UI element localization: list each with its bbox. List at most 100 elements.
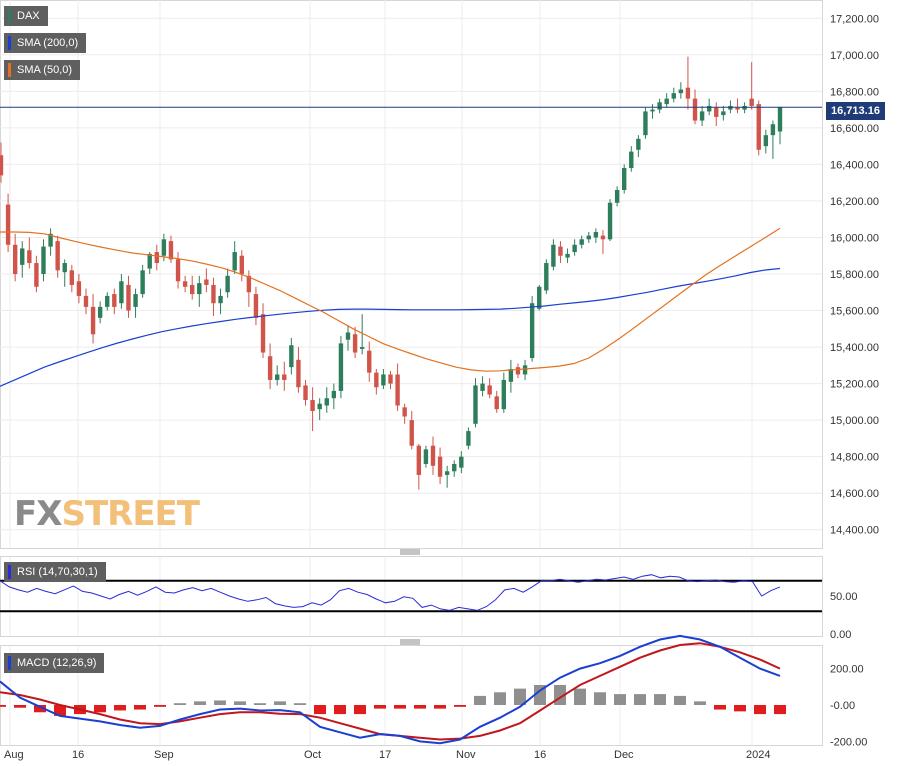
sma50-line <box>0 227 781 372</box>
macd-hist-bar <box>254 703 266 705</box>
rsi-line <box>0 574 781 611</box>
candle-body <box>600 235 606 240</box>
candle-body <box>225 275 230 293</box>
legend-rsi[interactable]: RSI (14,70,30,1) <box>4 562 106 582</box>
legend-instrument-label: DAX <box>17 10 40 22</box>
macd-hist-bar <box>234 701 246 705</box>
instrument-swatch-icon <box>8 9 11 23</box>
y-tick-label: 16,800.00 <box>830 86 879 98</box>
candle-body <box>629 151 634 169</box>
legend-macd[interactable]: MACD (12,26,9) <box>4 653 105 673</box>
candle-body <box>622 168 627 190</box>
y-tick-label: 15,600.00 <box>830 306 879 318</box>
macd-hist-bar <box>294 703 306 705</box>
y-tick-label: 14,400.00 <box>830 525 879 537</box>
candle-body <box>34 263 39 287</box>
y-tick-label: 14,800.00 <box>830 452 879 464</box>
macd-hist-bar <box>534 685 546 705</box>
candle-body <box>664 98 669 105</box>
macd-hist-bar <box>454 705 466 707</box>
macd-hist-bar <box>274 701 286 705</box>
candle-body <box>232 252 237 271</box>
y-tick-label: 17,200.00 <box>830 13 879 25</box>
y-tick-label: 16,400.00 <box>830 159 879 171</box>
candle-body <box>105 295 110 307</box>
price-pane: 14,400.00 14,600.00 14,800.00 15,000.00 15,2… <box>0 0 879 745</box>
candle-body <box>190 284 195 295</box>
candle-body <box>296 359 301 388</box>
candle-body <box>777 107 783 132</box>
candle-body <box>274 374 280 380</box>
candle-body <box>572 244 577 253</box>
macd-hist-bar <box>94 705 106 713</box>
y-tick-label: 15,000.00 <box>830 415 879 427</box>
candle-body <box>423 449 429 464</box>
macd-hist-bar <box>174 703 186 705</box>
candle-body <box>211 284 216 304</box>
candle-body <box>324 398 329 406</box>
candle-body <box>161 239 167 256</box>
candle-body <box>593 231 599 238</box>
candle-body <box>154 252 159 264</box>
x-tick-label: Dec <box>614 749 634 761</box>
macd-hist-bar <box>54 705 66 716</box>
candle-body <box>112 294 117 307</box>
candle-body <box>147 253 152 269</box>
legend-sma200[interactable]: SMA (200,0) <box>4 33 87 53</box>
candle-body <box>374 372 379 388</box>
candle-body <box>607 202 613 240</box>
candle-body <box>352 334 358 353</box>
macd-line <box>0 634 781 745</box>
candle-body <box>735 107 740 110</box>
candle-body <box>721 111 726 116</box>
candle-body <box>579 239 584 245</box>
macd-hist-bar <box>194 701 206 705</box>
y-tick-label: 15,800.00 <box>830 269 879 281</box>
candle-body <box>388 374 393 384</box>
candle-body <box>586 235 591 240</box>
macd-hist-bar <box>134 705 146 710</box>
candle-body <box>69 270 75 285</box>
candle-body <box>133 294 138 307</box>
candle-body <box>282 374 287 380</box>
macd-hist-bar <box>314 705 326 715</box>
x-tick-label: 17 <box>379 749 391 761</box>
candle-body <box>12 244 18 274</box>
candle-body <box>76 281 82 296</box>
legend-instrument[interactable]: DAX <box>4 6 48 26</box>
candle-body <box>678 89 684 94</box>
sma50-swatch-icon <box>8 63 11 77</box>
candle-body <box>310 400 315 411</box>
macd-hist-bar <box>374 705 386 709</box>
x-tick-label: Oct <box>304 749 321 761</box>
x-tick-label: Nov <box>456 749 476 761</box>
sma200-line <box>0 267 781 387</box>
candle-body <box>437 456 443 477</box>
macd-hist-bar <box>494 692 506 705</box>
candle-body <box>551 244 556 267</box>
candle-body <box>763 135 769 147</box>
x-tick-label: 16 <box>534 749 546 761</box>
macd-hist-bar <box>754 705 766 715</box>
macd-hist-bar <box>634 694 646 705</box>
candle-body <box>452 463 457 472</box>
y-tick-label: 14,600.00 <box>830 488 879 500</box>
macd-hist-bar <box>154 705 166 707</box>
macd-swatch-icon <box>8 656 11 670</box>
candle-body <box>480 383 485 391</box>
candle-body <box>544 263 549 291</box>
candle-body <box>317 403 322 410</box>
candle-body <box>706 105 712 112</box>
candle-body <box>246 275 252 293</box>
y-tick-label: 17,000.00 <box>830 50 879 62</box>
candle-body <box>444 471 450 475</box>
x-tick-label: 2024 <box>746 749 770 761</box>
y-tick-label: 16,600.00 <box>830 123 879 135</box>
rsi-swatch-icon <box>8 565 11 579</box>
legend-sma50-label: SMA (50,0) <box>17 64 73 76</box>
candle-body <box>756 104 761 150</box>
candle-body <box>614 189 620 203</box>
legend-sma50[interactable]: SMA (50,0) <box>4 60 81 80</box>
candle-body <box>345 332 351 340</box>
candle-body <box>41 246 46 274</box>
